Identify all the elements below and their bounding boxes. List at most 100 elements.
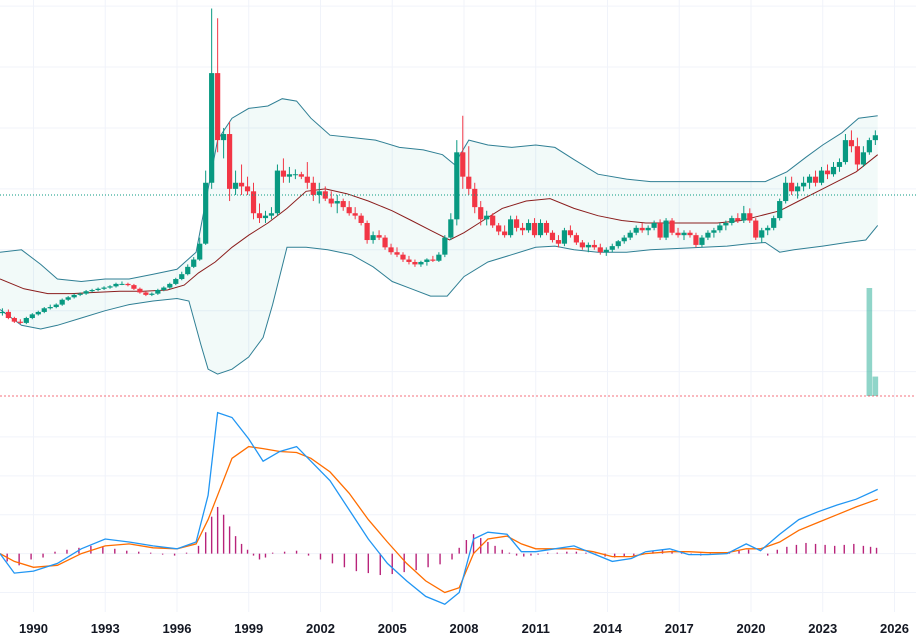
x-tick-label: 1993 — [91, 621, 120, 636]
candle-body — [448, 219, 454, 238]
candle-down — [543, 220, 550, 236]
candle-up — [723, 220, 729, 231]
candle-body — [77, 293, 83, 295]
candle-body — [717, 225, 723, 231]
candle-body — [687, 232, 693, 236]
candle-body — [304, 176, 310, 183]
candle-up — [203, 170, 209, 245]
candle-up — [836, 158, 843, 172]
candle-body — [585, 244, 591, 248]
candle-down — [824, 164, 831, 180]
candle-body — [250, 191, 257, 214]
candle-down — [753, 218, 759, 241]
candle-down — [472, 182, 478, 214]
candle-down — [657, 219, 663, 241]
x-tick-label: 2023 — [808, 621, 837, 636]
candle-down — [669, 218, 675, 236]
candle-down — [478, 201, 484, 226]
candle-up — [448, 213, 454, 241]
candle-up — [759, 227, 765, 243]
candle-body — [137, 288, 143, 293]
x-tick-label: 2014 — [593, 621, 623, 636]
bollinger-fill — [0, 98, 878, 375]
candle-body — [609, 246, 615, 250]
candle-body — [573, 235, 579, 243]
candle-up — [101, 286, 107, 290]
candle-up — [191, 257, 197, 269]
candle-body — [35, 311, 41, 315]
candle-body — [651, 222, 657, 228]
candle-body — [17, 321, 23, 323]
candle-up — [705, 230, 711, 241]
candle-down — [340, 198, 346, 211]
candle-up — [35, 310, 41, 316]
candle-down — [597, 243, 603, 255]
candle-up — [699, 235, 705, 248]
candle-down — [238, 164, 245, 195]
candle-body — [232, 182, 239, 189]
candle-down — [513, 215, 520, 232]
candle-up — [334, 194, 340, 214]
candle-body — [89, 289, 95, 292]
candle-body — [155, 289, 161, 294]
candle-up — [615, 240, 621, 249]
candle-down — [531, 218, 538, 238]
candle-body — [113, 283, 119, 287]
candle-body — [41, 308, 47, 312]
candle-up — [777, 198, 783, 221]
candle-body — [328, 198, 334, 204]
candle-body — [143, 292, 149, 295]
candle-body — [848, 140, 855, 147]
candle-body — [209, 73, 215, 183]
candle-down — [412, 259, 418, 267]
candle-body — [226, 134, 233, 189]
candle-body — [830, 166, 837, 175]
candle-down — [400, 252, 406, 262]
candle-up — [741, 205, 747, 223]
candle-down — [382, 235, 388, 250]
bollinger-upper-line — [0, 98, 878, 283]
candle-body — [478, 207, 484, 220]
candle-up — [268, 207, 275, 220]
candle-body — [47, 307, 53, 309]
candle-up — [771, 215, 777, 231]
macd-signal-line — [0, 445, 878, 594]
candle-body — [424, 259, 430, 262]
macd-panel — [0, 411, 878, 605]
candle-up — [561, 227, 568, 247]
candle-up — [65, 296, 71, 301]
candle-body — [131, 285, 137, 289]
candle-up — [800, 176, 807, 192]
candle-up — [83, 289, 89, 295]
candle-body — [65, 297, 71, 300]
candle-up — [783, 176, 789, 204]
volume-bar — [872, 376, 879, 396]
candle-up — [603, 247, 609, 256]
candle-up — [717, 222, 723, 233]
candle-down — [502, 225, 508, 238]
candle-body — [603, 249, 609, 253]
candle-body — [334, 201, 340, 204]
candle-down — [394, 247, 400, 258]
candle-body — [388, 247, 394, 253]
candle-body — [221, 134, 227, 141]
candle-body — [238, 182, 245, 187]
candle-down — [346, 201, 352, 216]
volume-bars — [866, 288, 879, 396]
candle-body — [771, 218, 777, 228]
candle-down — [244, 176, 251, 195]
reference-lines — [0, 194, 916, 397]
candle-body — [723, 222, 729, 226]
candle-up — [232, 170, 239, 195]
candle-down — [812, 170, 819, 187]
candle-body — [101, 287, 107, 289]
candle-body — [466, 176, 472, 189]
candle-up — [155, 288, 161, 295]
candle-body — [418, 261, 424, 265]
grid — [0, 0, 916, 612]
candle-body — [364, 222, 370, 241]
candle-down — [549, 230, 556, 243]
candle-up — [818, 166, 825, 186]
candle-up — [292, 169, 298, 180]
